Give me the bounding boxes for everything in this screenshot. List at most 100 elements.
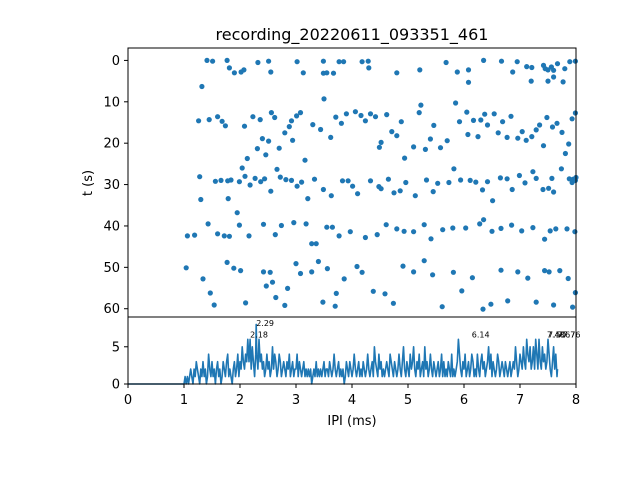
raster-point: [470, 117, 477, 123]
raster-point: [412, 193, 418, 199]
raster-point: [311, 176, 318, 182]
raster-point: [197, 174, 203, 180]
raster-point: [551, 189, 557, 195]
raster-point: [509, 222, 515, 228]
raster-point: [530, 169, 536, 175]
raster-point: [254, 146, 260, 152]
raster-point: [542, 66, 548, 72]
raster-point: [554, 120, 560, 126]
raster-point: [366, 65, 372, 71]
raster-point: [533, 127, 539, 133]
raster-point: [459, 288, 465, 294]
raster-point: [215, 231, 221, 237]
raster-point: [321, 96, 327, 102]
raster-point: [484, 179, 491, 185]
raster-point: [558, 166, 565, 172]
raster-point: [339, 178, 346, 184]
raster-point: [554, 61, 561, 67]
raster-point: [333, 114, 339, 120]
raster-point: [252, 175, 258, 181]
raster-point: [549, 175, 555, 181]
raster-point: [467, 177, 473, 183]
histogram-panel: 2.18 2.29 6.14 7.487.507.677.76 0 1 2 3 4 5 6 7 8 0…: [112, 316, 581, 429]
raster-point: [450, 269, 456, 275]
raster-point: [394, 226, 400, 232]
raster-point: [199, 83, 205, 90]
histogram-y-ticks: 05: [112, 340, 128, 393]
chart-title: recording_20220611_093351_461: [216, 25, 489, 45]
raster-point: [463, 225, 469, 231]
raster-point: [241, 123, 248, 129]
histogram-series-line: [128, 323, 559, 385]
raster-point: [553, 226, 559, 232]
raster-point: [524, 64, 530, 70]
raster-point: [390, 300, 396, 306]
raster-point: [320, 58, 326, 64]
histogram-peak-label: 2.29: [256, 319, 274, 328]
raster-points: [183, 57, 579, 312]
raster-point: [250, 114, 256, 120]
raster-point: [454, 69, 460, 75]
raster-point: [226, 65, 232, 71]
raster-point: [435, 180, 441, 186]
raster-point: [453, 100, 459, 106]
histogram-x-tick-label: 4: [348, 393, 356, 408]
histogram-peak-label: 7.76: [563, 330, 581, 339]
raster-point: [431, 122, 437, 128]
raster-point: [236, 222, 242, 228]
raster-point: [352, 109, 358, 115]
raster-point: [259, 136, 265, 142]
raster-point: [572, 290, 579, 296]
raster-point: [294, 113, 300, 119]
raster-point: [269, 279, 276, 285]
raster-point: [362, 234, 368, 241]
raster-point: [257, 117, 263, 123]
raster-point: [477, 221, 483, 227]
raster-point: [333, 290, 339, 296]
raster-point: [212, 178, 218, 184]
raster-point: [328, 134, 334, 140]
raster-point: [401, 228, 407, 234]
raster-point: [440, 227, 446, 233]
raster-point: [569, 116, 575, 122]
raster-point: [336, 59, 342, 65]
raster-point: [204, 57, 210, 64]
raster-point: [198, 196, 204, 203]
raster-point: [243, 300, 249, 306]
histogram-y-tick-label: 5: [112, 340, 120, 355]
raster-point: [572, 229, 578, 235]
raster-point: [299, 179, 305, 185]
raster-point: [481, 57, 487, 64]
raster-point: [557, 268, 563, 274]
raster-point: [262, 176, 268, 182]
raster-point: [234, 210, 240, 216]
raster-point: [200, 276, 206, 282]
raster-point: [565, 275, 571, 282]
raster-point: [288, 177, 295, 183]
raster-point: [488, 301, 494, 307]
raster-point: [266, 138, 272, 144]
raster-point: [192, 232, 198, 238]
raster-point: [523, 137, 529, 143]
raster-point: [446, 179, 452, 186]
raster-point: [421, 258, 427, 264]
raster-point: [228, 177, 234, 183]
raster-point: [551, 302, 557, 308]
raster-point: [231, 70, 237, 76]
raster-point: [242, 173, 248, 179]
raster-point: [385, 176, 391, 182]
raster-point: [537, 122, 543, 128]
raster-point: [354, 263, 360, 270]
raster-point: [383, 222, 389, 228]
raster-point: [572, 177, 579, 183]
raster-point: [313, 241, 319, 247]
raster-point: [267, 269, 273, 275]
raster-y-tick-label: 60: [103, 302, 120, 317]
histogram-peak-label: 7.48: [547, 330, 565, 339]
raster-point: [402, 155, 408, 161]
raster-point: [276, 145, 282, 151]
raster-point: [509, 186, 515, 193]
raster-point: [423, 177, 430, 183]
raster-point: [205, 221, 211, 227]
raster-point: [560, 79, 566, 85]
